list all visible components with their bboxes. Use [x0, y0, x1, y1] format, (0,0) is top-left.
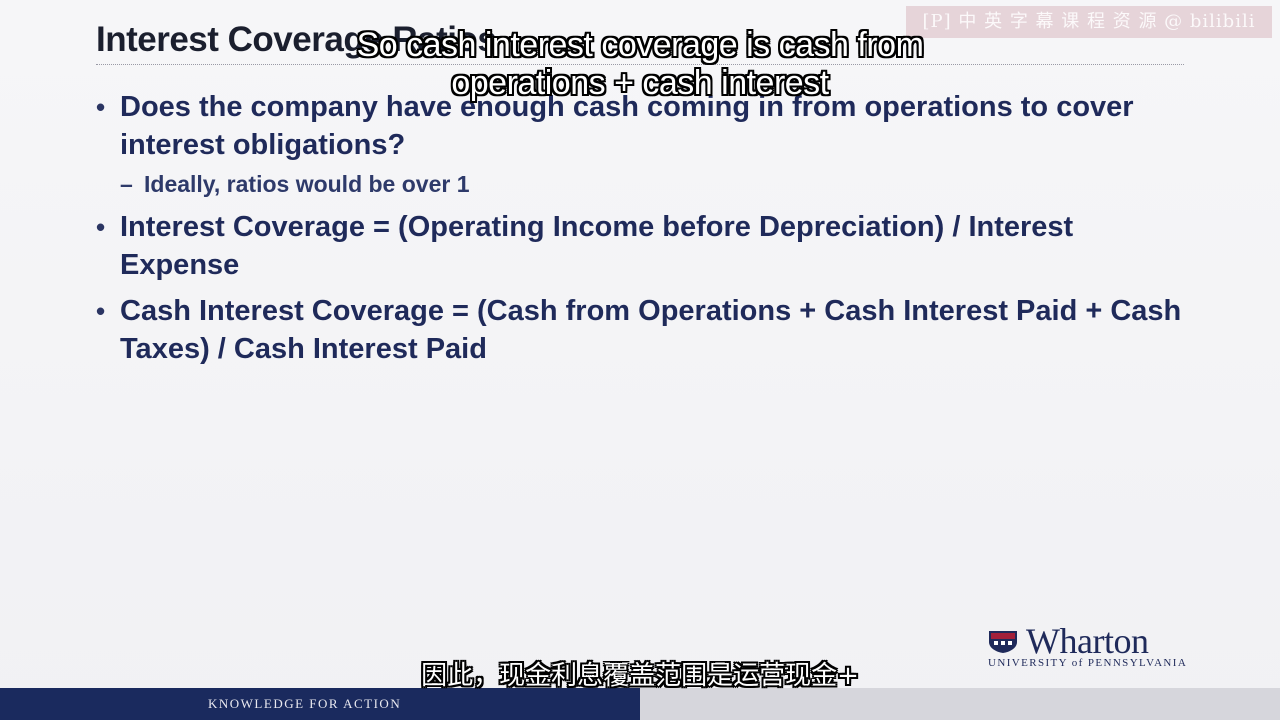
- logo-subtitle: UNIVERSITY of PENNSYLVANIA: [988, 657, 1188, 669]
- footer-navy-band: [0, 688, 640, 720]
- subtitle-caption-english: So cash interest coverage is cash from o…: [356, 26, 924, 102]
- footer-tagline: KNOWLEDGE FOR ACTION: [208, 696, 402, 711]
- bullet-item: Does the company have enough cash coming…: [96, 88, 1196, 164]
- logo-wordmark: Wharton: [1026, 621, 1149, 661]
- footer-bar: KNOWLEDGE FOR ACTION: [0, 688, 1280, 720]
- penn-shield-icon: [989, 631, 1017, 653]
- wharton-logo: Wharton UNIVERSITY of PENNSYLVANIA: [986, 621, 1196, 672]
- bullet-list: Does the company have enough cash coming…: [96, 88, 1196, 368]
- title-divider: [96, 64, 1184, 65]
- sub-bullet-item: Ideally, ratios would be over 1: [96, 166, 1196, 202]
- bullet-item: Interest Coverage = (Operating Income be…: [96, 208, 1196, 284]
- watermark: [P] 中 英 字 幕 课 程 资 源 @ bilibili: [906, 6, 1272, 38]
- subtitle-caption-chinese: 因此，现金利息覆盖范围是运营现金+: [421, 661, 859, 691]
- slide-title: Interest Coverage Ratios: [96, 20, 497, 59]
- bullet-item: Cash Interest Coverage = (Cash from Oper…: [96, 292, 1196, 368]
